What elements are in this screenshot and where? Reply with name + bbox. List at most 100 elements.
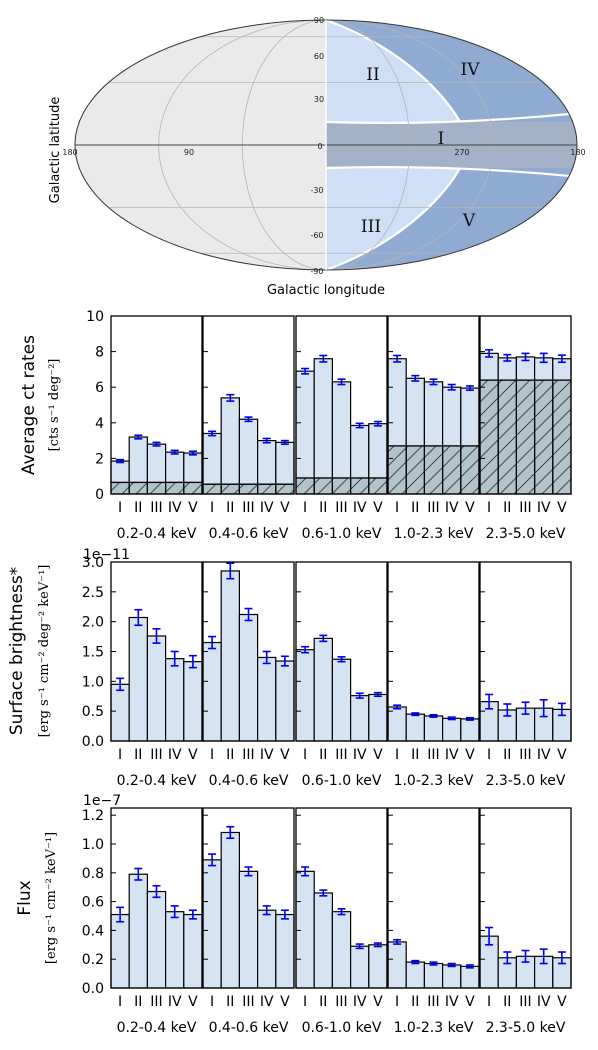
bar [110,683,130,742]
bar [257,909,277,989]
y-tick-label: 1.0 [82,674,104,690]
category-tick-label: III [242,500,254,516]
category-tick-label: I [118,994,122,1010]
band-label: 2.3-5.0 keV [486,526,566,542]
region-label-I: I [438,129,445,149]
y-scale-label: 1e−7 [83,793,121,809]
bar [165,911,185,989]
category-tick-label: I [210,994,214,1010]
bar [295,870,315,989]
y-tick-label: 6 [95,380,104,396]
category-tick-label: IV [445,500,459,516]
y-tick-label: 0.4 [82,923,104,939]
category-tick-label: IV [260,994,274,1010]
panel-frame [479,315,572,495]
background-hatch [203,484,294,494]
panel-frame [202,807,295,989]
category-tick-label: IV [260,500,274,516]
category-tick-label: II [319,994,327,1010]
y-axis-unit: [cts s⁻¹ deg⁻²] [47,359,62,452]
y-tick-label: 2.5 [82,585,104,601]
bar [146,890,167,989]
panel-2-1: I II III IV V0.2-0.4 keV [110,561,203,789]
category-tick-label: V [188,500,198,516]
bar [423,381,444,447]
panel-2-2: I II III IV V0.4-0.6 keV [202,561,295,789]
category-tick-label: III [335,994,347,1010]
category-tick-label: III [150,994,162,1010]
bar [183,661,203,742]
category-tick-label: III [427,747,439,763]
category-tick-label: II [503,500,511,516]
chart-row-3: 0.0 0.2 0.4 0.6 0.8 1.0 1.21e−7 Flux [erg s⁻¹ cm… [15,793,572,1036]
panel-1-4: I II III IV V1.0-2.3 keV [387,315,480,542]
category-tick-label: V [188,747,198,763]
category-tick-label: II [503,747,511,763]
category-tick-label: I [487,500,491,516]
bar [275,660,295,742]
panel-frame [387,315,480,495]
band-label: 0.2-0.4 keV [117,773,197,789]
category-tick-label: IV [445,994,459,1010]
category-tick-label: IV [353,747,367,763]
category-tick-label: V [465,500,475,516]
bar [220,397,240,485]
band-label: 0.6-1.0 keV [302,526,382,542]
bar [183,452,203,484]
lon-tick-180-right: 180 [570,148,585,157]
bar [202,641,222,742]
category-tick-label: I [395,747,399,763]
background-hatch [296,477,387,494]
category-tick-label: IV [168,747,182,763]
category-tick-label: V [280,500,290,516]
bar [238,870,259,989]
panel-frame [110,315,203,495]
map-y-label: Galactic latitude [48,97,63,204]
category-tick-label: IV [537,500,551,516]
y-tick-label: 1.0 [82,837,104,853]
background-hatch [111,482,202,494]
category-tick-label: I [210,747,214,763]
region-label-IV: IV [461,60,481,80]
category-tick-label: II [319,500,327,516]
y-axis-label: Average ct rates [19,335,39,475]
bar [405,713,426,742]
category-tick-label: III [519,994,531,1010]
y-tick-label: 0.6 [82,895,104,911]
lat-tick-neg30: -30 [310,186,323,195]
bar [146,443,167,484]
panel-3-1: I II III IV V0.2-0.4 keV [110,807,203,1036]
category-tick-label: V [188,994,198,1010]
bar [165,451,185,484]
lon-tick-270: 270 [454,148,469,157]
bar [220,831,240,989]
panel-frame [295,315,388,495]
category-tick-label: II [134,747,142,763]
chart-row-2: 0.0 0.5 1.0 1.5 2.0 2.5 3.01e−11 Surface bright… [7,547,572,789]
panel-3-5: I II III IV V2.3-5.0 keV [479,807,572,1036]
bar [350,945,370,989]
bar [405,961,426,989]
category-tick-label: V [557,994,567,1010]
region-label-III: III [361,217,381,237]
bar [313,892,334,989]
band-label: 2.3-5.0 keV [486,1020,566,1036]
panel-frame [295,807,388,989]
panel-1-2: I II III IV V0.4-0.6 keV [202,315,295,542]
bar [313,637,334,742]
category-tick-label: IV [353,500,367,516]
category-tick-label: IV [445,747,459,763]
category-tick-label: III [335,747,347,763]
region-label-II: II [366,65,379,85]
lon-tick-180-left: 180 [62,148,77,157]
galactic-map: II IV I III V 180 90 0 270 180 90 60 30 … [48,16,586,298]
category-tick-label: V [465,994,475,1010]
band-label: 1.0-2.3 keV [394,526,474,542]
bar [368,944,388,989]
category-tick-label: III [242,747,254,763]
category-tick-label: II [134,994,142,1010]
category-tick-label: V [280,994,290,1010]
y-scale-label: 1e−11 [83,547,130,563]
